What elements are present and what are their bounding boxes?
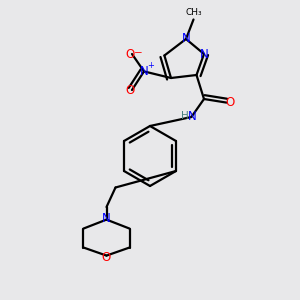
Text: −: − [134,48,143,58]
Text: CH₃: CH₃ [186,8,202,17]
Text: N: N [200,47,208,61]
Text: O: O [125,47,134,61]
Text: N: N [182,32,190,46]
Text: O: O [225,96,234,109]
Text: +: + [147,61,154,70]
Text: N: N [188,110,196,124]
Text: H: H [181,111,189,121]
Text: O: O [125,83,134,97]
Text: N: N [102,212,111,225]
Text: N: N [140,65,148,78]
Text: O: O [102,250,111,264]
